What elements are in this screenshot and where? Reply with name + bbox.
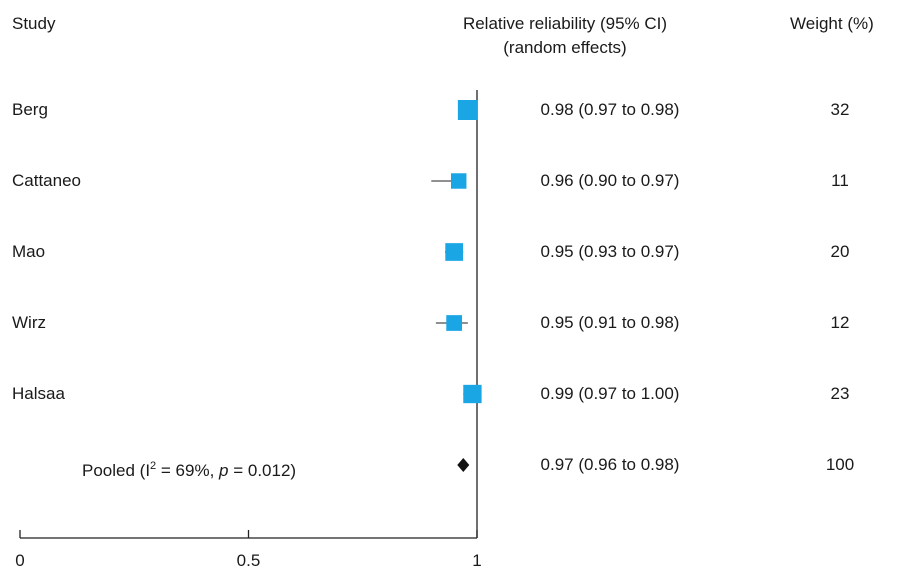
weight-pooled: 100 bbox=[825, 455, 855, 474]
header-estimate: Relative reliability (95% CI) (random ef… bbox=[420, 12, 710, 60]
study-name-berg: Berg bbox=[12, 100, 48, 119]
x-tick-label-0: 0 bbox=[15, 551, 25, 570]
estimate-text-cattaneo: 0.96 (0.90 to 0.97) bbox=[540, 171, 680, 190]
marker-halsaa bbox=[463, 384, 482, 404]
pooled-label-sup: 2 bbox=[150, 460, 157, 472]
estimate-text-halsaa: 0.99 (0.97 to 1.00) bbox=[540, 384, 680, 403]
marker-wirz bbox=[446, 315, 463, 331]
weight-berg: 32 bbox=[830, 100, 850, 119]
weight-mao: 20 bbox=[830, 242, 850, 261]
estimate-text-mao: 0.95 (0.93 to 0.97) bbox=[540, 242, 680, 261]
header-estimate-line1: Relative reliability (95% CI) bbox=[462, 14, 668, 33]
pooled-label-prefix: Pooled (I bbox=[82, 461, 151, 480]
marker-berg bbox=[457, 100, 478, 120]
x-tick-label-2: 1 bbox=[472, 551, 482, 570]
marker-cattaneo bbox=[450, 173, 467, 189]
estimate-text-berg: 0.98 (0.97 to 0.98) bbox=[540, 100, 680, 119]
marker-mao bbox=[445, 243, 463, 261]
pooled-diamond bbox=[457, 458, 470, 472]
estimate-text-wirz: 0.95 (0.91 to 0.98) bbox=[540, 313, 680, 332]
pooled-label-p: p bbox=[219, 461, 229, 480]
header-estimate-line2: (random effects) bbox=[503, 38, 627, 57]
x-tick-label-1: 0.5 bbox=[236, 551, 261, 570]
weight-cattaneo: 11 bbox=[831, 171, 849, 190]
pooled-label-suffix: = 0.012) bbox=[228, 461, 297, 480]
study-name-cattaneo: Cattaneo bbox=[12, 171, 81, 190]
weight-halsaa: 23 bbox=[830, 384, 850, 403]
study-name-mao: Mao bbox=[12, 242, 46, 261]
weight-wirz: 12 bbox=[830, 313, 850, 332]
study-name-wirz: Wirz bbox=[12, 313, 46, 332]
pooled-label: Pooled (I2 = 69%, p = 0.012) bbox=[82, 455, 296, 482]
header-study: Study bbox=[12, 14, 56, 33]
estimate-text-pooled: 0.97 (0.96 to 0.98) bbox=[540, 455, 680, 474]
pooled-label-mid: = 69%, bbox=[156, 461, 220, 480]
study-name-halsaa: Halsaa bbox=[12, 384, 65, 403]
header-weight: Weight (%) bbox=[790, 14, 874, 33]
